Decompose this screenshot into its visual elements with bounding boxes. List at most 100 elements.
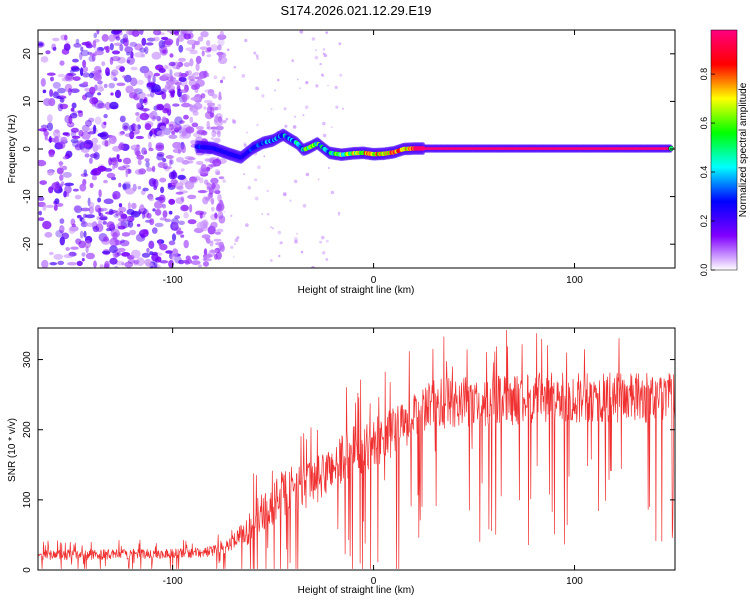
noise-blob <box>211 126 214 130</box>
noise-blob <box>126 51 131 56</box>
noise-blob <box>214 106 219 111</box>
noise-blob <box>118 210 124 217</box>
noise-blob <box>302 204 307 208</box>
noise-blob <box>118 203 123 208</box>
noise-blob <box>145 261 154 268</box>
noise-blob <box>135 112 140 116</box>
noise-blob <box>157 162 166 168</box>
noise-blob <box>257 165 261 169</box>
noise-blob <box>91 137 99 144</box>
noise-blob <box>105 45 110 54</box>
noise-blob <box>225 117 229 121</box>
noise-blob <box>162 87 168 92</box>
noise-blob <box>118 143 125 151</box>
noise-blob <box>48 152 55 158</box>
noise-blob <box>68 251 77 257</box>
noise-blob <box>142 98 147 104</box>
noise-blob <box>130 77 138 87</box>
noise-blob <box>175 197 185 205</box>
noise-blob <box>45 204 54 208</box>
noise-blob <box>119 115 126 123</box>
noise-blob <box>89 86 96 95</box>
noise-blob <box>82 143 91 148</box>
noise-blob <box>103 179 108 184</box>
noise-blob <box>113 160 119 168</box>
noise-blob <box>144 158 150 162</box>
noise-blob <box>49 262 58 266</box>
noise-blob <box>42 220 52 230</box>
noise-blob <box>296 232 299 235</box>
noise-blob <box>322 121 326 126</box>
noise-blob <box>206 40 211 47</box>
noise-blob <box>71 102 77 109</box>
noise-blob <box>40 124 49 129</box>
noise-blob <box>103 198 114 205</box>
noise-blob <box>47 122 53 131</box>
noise-blob <box>241 74 246 78</box>
noise-blob <box>109 56 114 65</box>
noise-blob <box>134 43 143 51</box>
noise-blob <box>175 191 184 195</box>
noise-blob <box>204 237 208 241</box>
noise-blob <box>212 158 222 167</box>
noise-blob <box>110 92 114 96</box>
noise-blob <box>247 185 252 190</box>
noise-blob <box>217 44 222 51</box>
noise-blob <box>103 236 109 242</box>
noise-blob <box>172 169 176 178</box>
noise-blob <box>57 87 66 94</box>
noise-blob <box>254 196 259 201</box>
noise-blob <box>108 208 114 216</box>
noise-blob <box>80 148 90 153</box>
noise-blob <box>276 78 280 82</box>
noise-blob <box>270 226 272 229</box>
noise-blob <box>294 237 298 241</box>
noise-blob <box>182 93 188 103</box>
noise-blob <box>112 190 121 200</box>
noise-blob <box>108 34 116 42</box>
noise-blob <box>148 141 152 150</box>
noise-blob <box>126 208 135 215</box>
noise-blob <box>216 202 225 212</box>
noise-blob <box>189 204 193 213</box>
noise-blob <box>73 43 82 48</box>
noise-blob <box>148 196 154 202</box>
noise-blob <box>70 127 79 133</box>
noise-blob <box>191 122 199 128</box>
noise-blob <box>133 88 139 93</box>
noise-blob <box>153 30 162 36</box>
noise-blob <box>201 214 206 218</box>
colorbar: 0.0 0.2 0.4 0.6 0.8 Normalized spectral ampl… <box>699 29 749 276</box>
noise-blob <box>214 231 221 235</box>
noise-blob <box>101 250 111 255</box>
noise-blob <box>125 168 129 178</box>
noise-blob <box>119 131 125 135</box>
noise-blob <box>168 198 176 205</box>
noise-blob <box>144 70 153 79</box>
colorbar-label: Normalized spectral amplitude <box>738 82 749 217</box>
noise-blob <box>315 84 319 88</box>
noise-blob <box>67 261 77 266</box>
noise-blob <box>176 37 180 47</box>
noise-blob <box>299 87 301 90</box>
snr-axes: -100 0 100 0 100 200 300 <box>22 328 675 587</box>
noise-blob <box>180 73 188 78</box>
noise-blob <box>122 75 126 79</box>
noise-blob <box>198 177 204 184</box>
noise-blob <box>156 153 164 161</box>
noise-blob <box>197 36 204 42</box>
noise-blob <box>183 212 189 219</box>
noise-blob <box>323 53 328 58</box>
noise-blob <box>121 252 131 257</box>
noise-blob <box>117 56 126 64</box>
noise-blob <box>124 261 133 268</box>
noise-blob <box>40 78 46 87</box>
noise-blob <box>141 37 147 46</box>
noise-blob <box>74 205 83 214</box>
noise-blob <box>209 224 213 228</box>
noise-blob <box>91 53 96 62</box>
noise-blob <box>138 168 146 175</box>
noise-blob <box>129 41 138 47</box>
noise-blob <box>64 34 68 41</box>
noise-blob <box>118 182 122 188</box>
